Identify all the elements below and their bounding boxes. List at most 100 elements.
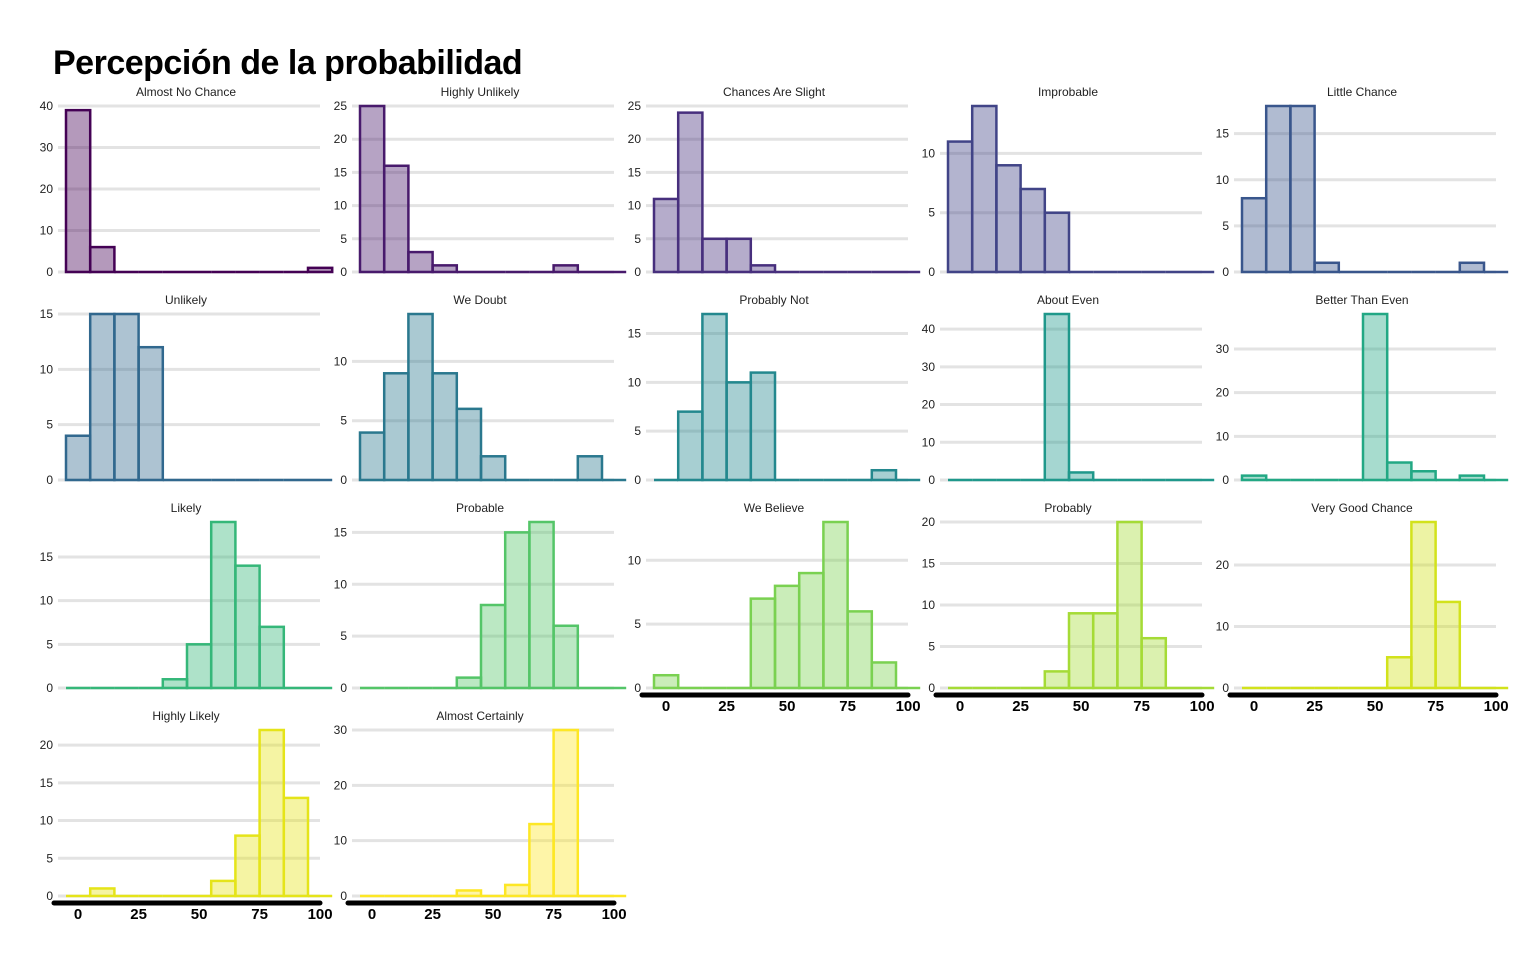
y-tick-label: 25 [628,99,642,113]
y-tick-label: 10 [628,553,642,567]
histogram-bar [1116,520,1143,690]
histogram-bar [88,887,116,898]
y-tick-label: 30 [40,141,54,155]
x-tick-label: 75 [1427,698,1444,715]
panel-title: About Even [1037,293,1099,307]
y-tick-label: 10 [628,375,642,389]
y-tick-label: 10 [334,577,348,591]
x-tick-label: 0 [662,698,670,715]
histogram-bar [113,312,140,482]
y-tick-label: 10 [1216,620,1230,634]
histogram-bar [258,625,286,690]
y-tick-label: 5 [340,232,347,246]
x-tick-label: 50 [1073,698,1090,715]
histogram-bar [652,197,680,274]
y-tick-label: 0 [340,889,347,903]
y-tick-label: 5 [928,640,935,654]
y-tick-label: 20 [1216,558,1230,572]
histogram-bar [749,371,777,482]
histogram-bar [749,264,777,274]
y-tick-label: 0 [46,473,53,487]
y-tick-label: 15 [40,550,54,564]
x-tick-label: 50 [191,906,208,923]
panel-title: Almost No Chance [136,85,236,99]
histogram-bar [64,434,92,482]
facet-panel: Highly Unlikely 0 5 10 15 20 25 [334,85,627,279]
y-tick-label: 10 [334,199,348,213]
facet-panel: Probably 0 5 10 15 20 0 25 50 75 100 [922,501,1215,715]
y-tick-label: 20 [334,778,348,792]
y-tick-label: 10 [40,224,54,238]
histogram-bar [846,610,874,690]
histogram-bar [552,728,580,898]
histogram-bar [234,564,261,690]
histogram-bar [701,312,728,482]
histogram-bar [1043,211,1071,274]
histogram-bar [576,455,604,482]
panel-title: We Believe [744,501,805,515]
histogram-bar [1361,312,1389,482]
histogram-bar [1264,104,1292,274]
facet-panel: Likely 0 5 10 15 [40,501,333,695]
x-tick-label: 0 [1250,698,1258,715]
histogram-bar [88,245,116,274]
facet-panel: Better Than Even 0 10 20 30 [1216,293,1509,487]
x-tick-label: 75 [839,698,856,715]
facet-panel: Unlikely 0 5 10 15 [40,293,333,487]
histogram-bar [382,372,410,482]
y-tick-label: 15 [40,307,54,321]
histogram-bar [528,520,555,690]
facet-panel: We Doubt 0 5 10 [334,293,627,487]
histogram-bar [1434,600,1462,690]
panel-title: Chances Are Slight [723,85,826,99]
histogram-bar [552,624,580,690]
y-tick-label: 40 [922,322,936,336]
panel-title: Little Chance [1327,85,1397,99]
histogram-bar [1043,670,1071,690]
y-tick-label: 0 [1222,265,1229,279]
histogram-bar [1410,520,1437,690]
histogram-bar [725,381,753,482]
y-tick-label: 10 [40,594,54,608]
histogram-bar [209,520,237,690]
histogram-bar [503,883,531,898]
histogram-bar [870,468,898,482]
histogram-bar [137,345,165,482]
x-tick-label: 75 [545,906,562,923]
y-tick-label: 5 [634,424,641,438]
histogram-bar [749,597,777,690]
y-tick-label: 5 [634,617,641,631]
y-tick-label: 20 [334,132,348,146]
y-tick-label: 0 [46,889,53,903]
y-tick-label: 0 [634,681,641,695]
x-tick-label: 100 [1190,698,1215,715]
y-tick-label: 10 [40,362,54,376]
y-tick-label: 5 [46,637,53,651]
x-tick-label: 0 [74,906,82,923]
histogram-bar [407,250,434,274]
x-tick-label: 50 [1367,698,1384,715]
panel-title: Unlikely [165,293,207,307]
histogram-bar [1067,612,1095,690]
histogram-bar [773,584,801,690]
y-tick-label: 0 [340,473,347,487]
panel-title: Likely [171,501,202,515]
histogram-bar [995,164,1022,274]
y-tick-label: 5 [46,418,53,432]
histogram-bar [1385,656,1413,690]
y-tick-label: 15 [628,165,642,179]
y-tick-label: 10 [922,435,936,449]
y-tick-label: 0 [46,265,53,279]
histogram-bar [479,455,507,482]
y-tick-label: 15 [334,165,348,179]
histogram-bar [1313,261,1341,274]
histogram-bar [676,410,704,482]
histogram-bar [870,661,898,690]
y-tick-label: 10 [334,354,348,368]
histogram-bar [455,889,483,898]
histogram-bar [1410,470,1437,482]
histogram-bar [725,237,753,274]
y-tick-label: 5 [340,414,347,428]
y-tick-label: 5 [928,206,935,220]
